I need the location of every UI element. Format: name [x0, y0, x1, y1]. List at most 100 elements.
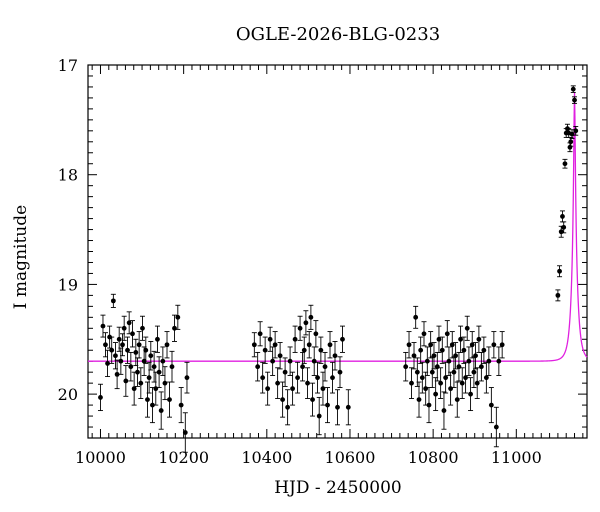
chart-title: OGLE-2026-BLG-0233: [236, 24, 440, 45]
data-point-marker: [443, 375, 449, 381]
data-point-marker: [110, 298, 116, 304]
data-point-marker: [167, 397, 172, 403]
data-point-marker: [145, 397, 150, 403]
data-point: [109, 336, 115, 364]
data-point-marker: [292, 336, 298, 342]
data-point-marker: [486, 358, 492, 364]
data-point-marker: [300, 364, 305, 370]
data-point: [160, 346, 166, 376]
data-point: [443, 361, 449, 394]
data-point: [178, 387, 184, 424]
data-point: [403, 351, 409, 382]
data-point: [446, 346, 452, 376]
data-point: [453, 342, 459, 370]
data-point-marker: [146, 375, 152, 381]
data-point: [167, 381, 173, 418]
data-point-marker: [267, 336, 273, 342]
data-point-marker: [131, 386, 137, 392]
data-point: [419, 361, 425, 394]
data-point-marker: [406, 342, 412, 348]
data-point-marker: [295, 375, 300, 381]
data-point-marker: [439, 347, 445, 353]
data-point: [572, 96, 578, 104]
data-point: [433, 377, 439, 412]
y-tick-label: 18: [58, 166, 78, 185]
data-point-marker: [413, 314, 419, 320]
data-point: [125, 336, 131, 364]
data-point-marker: [306, 342, 312, 348]
data-point-marker: [335, 404, 340, 410]
data-point-marker: [558, 229, 564, 235]
data-point-marker: [414, 369, 420, 375]
data-point-marker: [478, 364, 484, 370]
data-point-marker: [285, 404, 290, 410]
data-point-marker: [411, 353, 417, 359]
data-point-marker: [120, 342, 125, 348]
data-point: [406, 331, 412, 359]
y-tick-label: 17: [58, 56, 78, 75]
data-point-marker: [557, 268, 562, 274]
data-point: [311, 346, 317, 376]
data-point-marker: [257, 331, 263, 337]
data-point-marker: [496, 358, 502, 364]
x-tick-label: 10600: [325, 448, 376, 467]
data-point-marker: [325, 402, 330, 408]
data-point-marker: [403, 364, 409, 370]
data-point: [315, 361, 321, 394]
x-tick-label: 10000: [75, 448, 126, 467]
data-point-marker: [169, 364, 175, 370]
data-point-marker: [105, 361, 110, 366]
data-point: [277, 342, 283, 370]
data-point: [112, 342, 118, 370]
data-point: [459, 367, 465, 399]
data-point-marker: [570, 86, 576, 92]
model-curve: [88, 92, 588, 362]
data-point-marker: [573, 128, 579, 134]
data-point: [285, 389, 291, 426]
data-point-marker: [182, 430, 188, 435]
data-point: [426, 387, 432, 424]
data-point-marker: [433, 391, 439, 397]
data-point: [444, 320, 450, 348]
data-point-marker: [153, 386, 159, 392]
data-point-marker: [568, 139, 574, 145]
data-point-marker: [555, 292, 561, 298]
data-point-marker: [431, 353, 437, 359]
data-point-marker: [421, 331, 427, 337]
data-point-marker: [143, 347, 149, 353]
data-point: [280, 381, 286, 418]
data-point-marker: [184, 375, 190, 381]
data-point: [175, 304, 181, 330]
data-point: [297, 315, 303, 341]
data-point-marker: [121, 325, 127, 331]
data-point: [451, 356, 457, 388]
data-point: [327, 331, 333, 359]
data-point: [139, 315, 145, 341]
data-point: [486, 346, 492, 376]
data-point-marker: [151, 364, 157, 370]
data-point: [499, 331, 505, 359]
data-point-marker: [311, 358, 317, 364]
data-point: [306, 331, 312, 359]
data-point-marker: [313, 331, 319, 337]
data-point-marker: [561, 224, 567, 230]
data-point-marker: [130, 331, 135, 337]
data-point: [158, 391, 164, 430]
data-point: [300, 351, 306, 382]
data-point-marker: [572, 97, 577, 103]
data-point-marker: [436, 336, 442, 342]
data-point-marker: [332, 353, 338, 359]
y-tick-label: 19: [58, 275, 78, 294]
data-point-marker: [428, 342, 434, 348]
data-point: [337, 356, 343, 388]
data-point-marker: [270, 358, 276, 364]
data-point: [421, 321, 427, 347]
data-point: [184, 361, 190, 394]
data-point: [97, 383, 103, 412]
data-point-marker: [473, 353, 478, 359]
data-point-marker: [260, 375, 266, 381]
data-point-marker: [315, 375, 320, 381]
data-point: [121, 315, 127, 341]
data-point: [110, 293, 116, 308]
data-point: [413, 305, 419, 329]
